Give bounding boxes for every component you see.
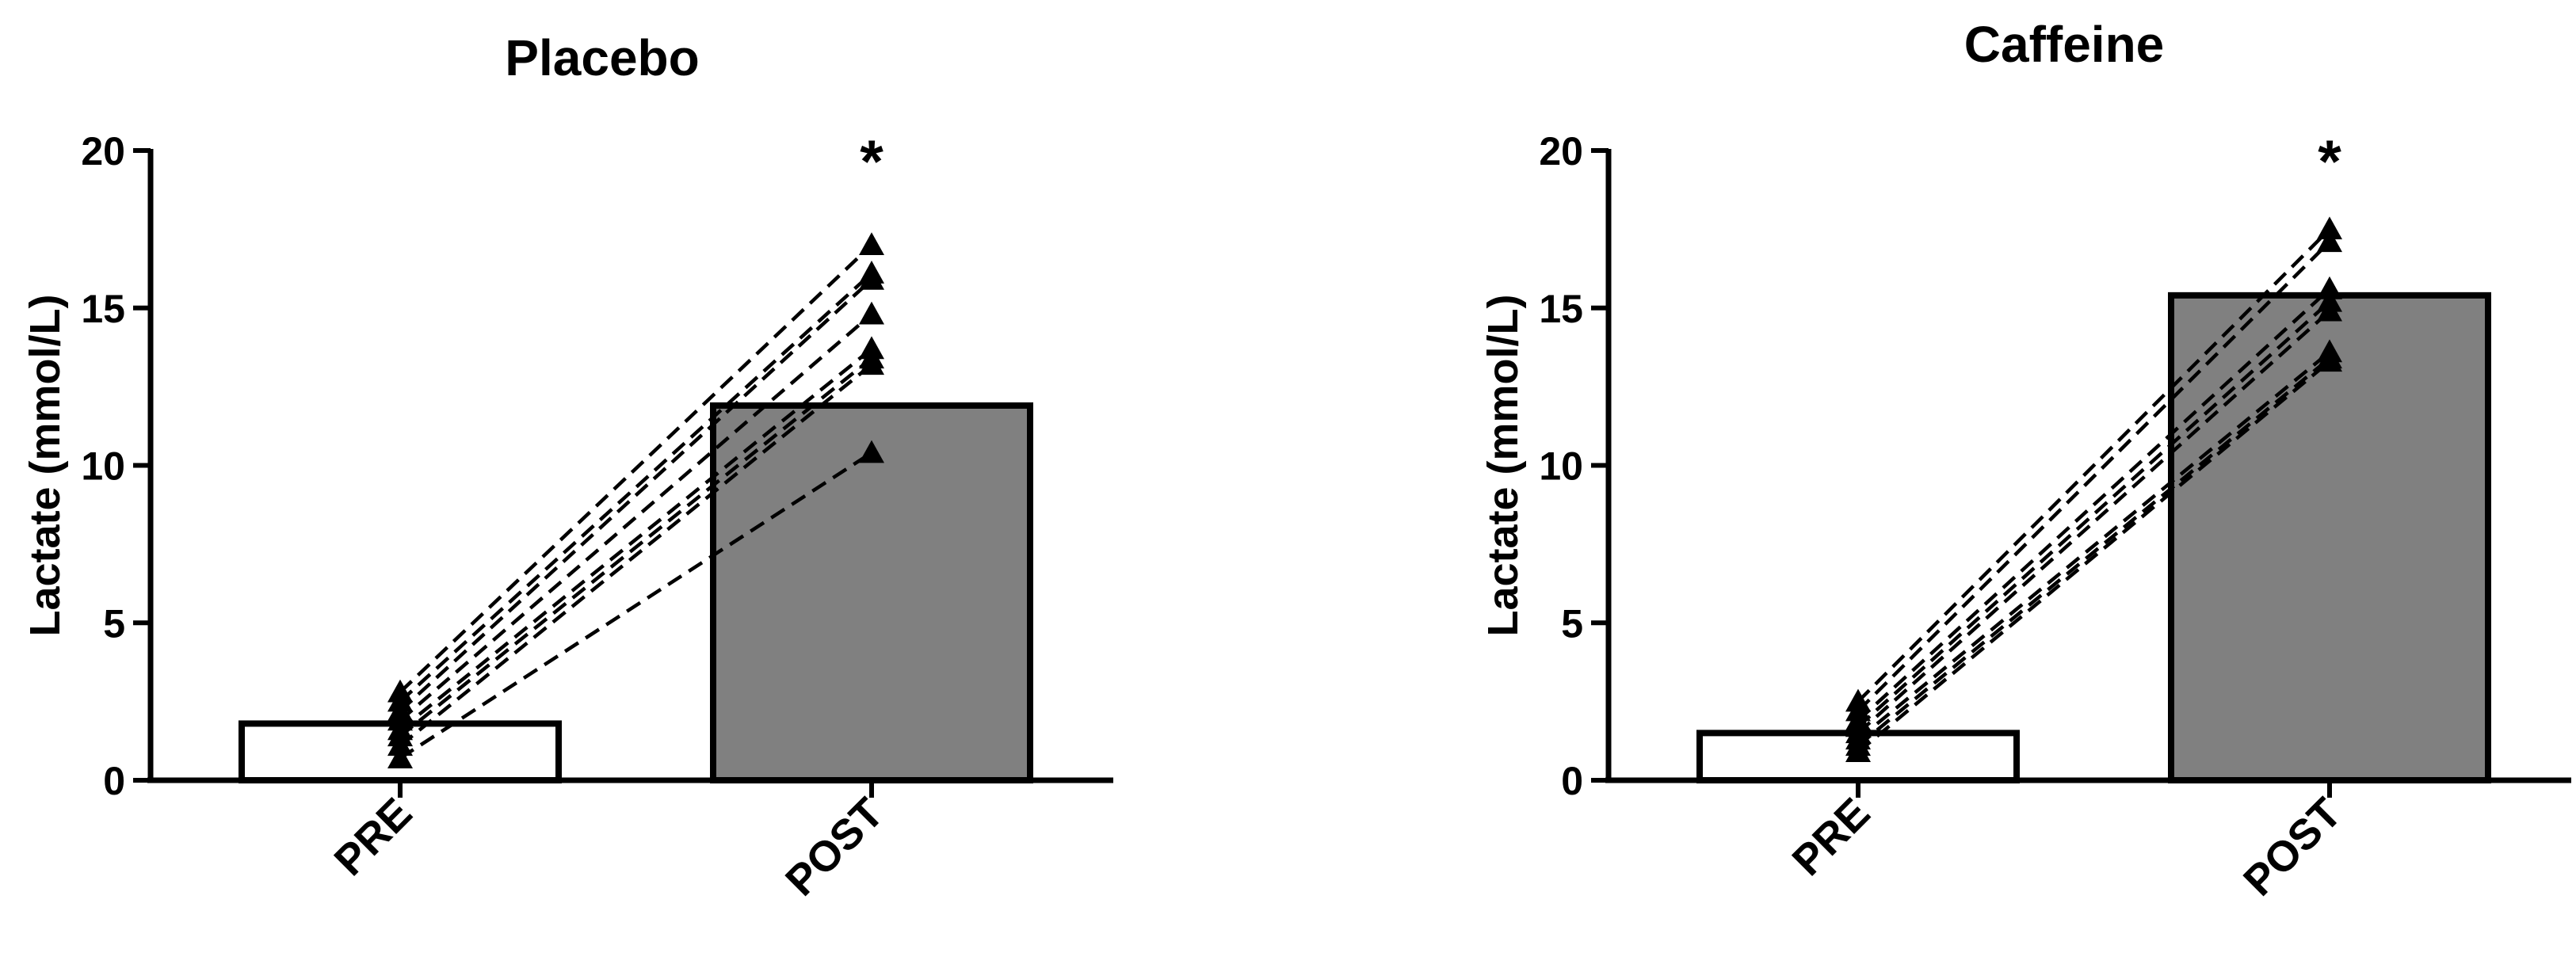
subject-point-4-post xyxy=(859,301,884,325)
subject-point-1-post xyxy=(859,232,884,256)
subject-line-4 xyxy=(399,312,873,722)
y-tick-label: 20 xyxy=(1539,129,1583,173)
subject-line-6 xyxy=(399,356,873,738)
y-tick-label: 10 xyxy=(1539,444,1583,489)
subject-line-1 xyxy=(1857,227,2331,703)
subject-line-7 xyxy=(399,363,873,748)
subject-point-8-pre xyxy=(1845,739,1871,763)
subject-line-4 xyxy=(1857,300,2331,729)
subject-line-8 xyxy=(1857,360,2331,753)
subject-line-7 xyxy=(1857,356,2331,748)
subject-line-1 xyxy=(399,243,873,694)
x-tick-label-pre: PRE xyxy=(326,789,422,885)
subject-point-1-post xyxy=(2317,216,2342,240)
subject-point-8-pre xyxy=(387,745,413,768)
subject-line-8 xyxy=(399,451,873,760)
x-tick-label-post: POST xyxy=(777,789,892,905)
significance-asterisk: * xyxy=(2318,128,2341,196)
subject-point-8-post xyxy=(2317,349,2342,372)
y-tick-label: 5 xyxy=(1561,601,1583,646)
subject-line-3 xyxy=(399,278,873,713)
significance-asterisk: * xyxy=(860,128,883,196)
y-tick-label: 10 xyxy=(81,444,125,489)
subject-line-5 xyxy=(1857,310,2331,735)
chart-panel-placebo: Placebo Lactate (mmol/L) 0 5 10 15 20 PRE POST * xyxy=(21,29,1113,905)
subject-point-8-post xyxy=(859,440,884,463)
subject-line-6 xyxy=(1857,350,2331,741)
x-tick-label-pre: PRE xyxy=(1784,789,1880,885)
subject-point-5-post xyxy=(2317,298,2342,322)
y-tick-label: 0 xyxy=(1561,759,1583,803)
subject-point-2-post xyxy=(2317,229,2342,253)
y-tick-label: 15 xyxy=(81,287,125,331)
subject-line-2 xyxy=(1857,240,2331,713)
subject-point-7-post xyxy=(859,352,884,375)
subject-point-3-post xyxy=(2317,276,2342,299)
y-tick-label: 20 xyxy=(81,129,125,173)
bar-post xyxy=(710,402,1033,783)
y-tick-label: 5 xyxy=(103,601,125,646)
y-tick-label: 0 xyxy=(103,759,125,803)
subject-line-3 xyxy=(1857,288,2331,722)
subject-point-3-post xyxy=(859,266,884,290)
subject-point-7-pre xyxy=(387,733,413,756)
chart-panel-caffeine: Caffeine Lactate (mmol/L) 0 5 10 15 20 PRE POST * xyxy=(1479,16,2571,905)
subject-line-2 xyxy=(399,272,873,703)
chart-title: Placebo xyxy=(505,29,699,86)
chart-title: Caffeine xyxy=(1964,16,2165,73)
x-tick-label-post: POST xyxy=(2234,789,2350,905)
y-tick-label: 15 xyxy=(1539,287,1583,331)
subject-line-5 xyxy=(399,347,873,732)
y-axis-label: Lactate (mmol/L) xyxy=(21,294,69,636)
y-axis-label: Lactate (mmol/L) xyxy=(1479,294,1527,636)
